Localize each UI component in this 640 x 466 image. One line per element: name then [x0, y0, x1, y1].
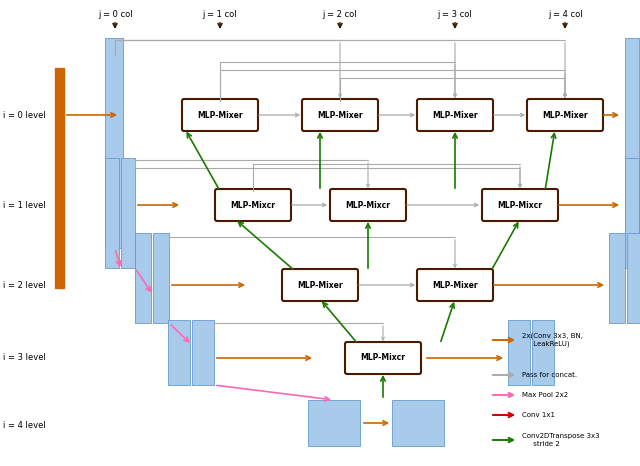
FancyBboxPatch shape — [482, 189, 558, 221]
Text: Conv2DTranspose 3x3
     stride 2: Conv2DTranspose 3x3 stride 2 — [522, 433, 600, 447]
Text: MLP-Mixcr: MLP-Mixcr — [360, 354, 406, 363]
Text: MLP-Mixcr: MLP-Mixcr — [346, 200, 390, 210]
Bar — [627, 233, 640, 323]
Text: i = 2 level: i = 2 level — [3, 281, 45, 289]
Bar — [308, 400, 360, 446]
Text: Max Pool 2x2: Max Pool 2x2 — [522, 392, 568, 398]
Text: MLP-Mixer: MLP-Mixer — [432, 110, 478, 119]
FancyBboxPatch shape — [417, 99, 493, 131]
FancyBboxPatch shape — [302, 99, 378, 131]
Text: MLP-Mixer: MLP-Mixer — [297, 281, 343, 289]
FancyBboxPatch shape — [282, 269, 358, 301]
Bar — [609, 233, 625, 323]
Text: MLP-Mixer: MLP-Mixer — [432, 281, 478, 289]
Text: i = 1 level: i = 1 level — [3, 200, 45, 210]
Bar — [392, 400, 444, 446]
Bar — [192, 320, 214, 385]
Text: j = 1 col: j = 1 col — [203, 10, 237, 19]
Bar — [105, 38, 123, 248]
Bar — [153, 233, 169, 323]
FancyBboxPatch shape — [527, 99, 603, 131]
Bar — [121, 158, 135, 268]
FancyBboxPatch shape — [182, 99, 258, 131]
Text: MLP-Mixer: MLP-Mixer — [197, 110, 243, 119]
Text: MLP-Mixcr: MLP-Mixcr — [230, 200, 275, 210]
Text: j = 0 col: j = 0 col — [98, 10, 132, 19]
Text: j = 2 col: j = 2 col — [323, 10, 357, 19]
Bar — [532, 320, 554, 385]
Text: i = 3 level: i = 3 level — [3, 354, 46, 363]
Text: Conv 1x1: Conv 1x1 — [522, 412, 555, 418]
Text: MLP-Mixcr: MLP-Mixcr — [497, 200, 543, 210]
FancyBboxPatch shape — [330, 189, 406, 221]
Text: j = 4 col: j = 4 col — [548, 10, 582, 19]
Text: MLP-Mixer: MLP-Mixer — [542, 110, 588, 119]
Text: Pass for concat.: Pass for concat. — [522, 372, 577, 378]
FancyBboxPatch shape — [215, 189, 291, 221]
Text: i = 0 level: i = 0 level — [3, 110, 45, 119]
Bar — [135, 233, 151, 323]
Text: MLP-Mixer: MLP-Mixer — [317, 110, 363, 119]
Bar — [168, 320, 190, 385]
FancyBboxPatch shape — [417, 269, 493, 301]
Text: i = 4 level: i = 4 level — [3, 420, 45, 430]
Bar — [508, 320, 530, 385]
FancyBboxPatch shape — [345, 342, 421, 374]
Bar — [625, 38, 639, 248]
Bar — [55, 68, 64, 288]
Bar — [105, 158, 119, 268]
Text: 2x(Conv 3x3, BN,
     LeakReLU): 2x(Conv 3x3, BN, LeakReLU) — [522, 333, 583, 347]
Bar — [625, 158, 639, 268]
Text: j = 3 col: j = 3 col — [438, 10, 472, 19]
